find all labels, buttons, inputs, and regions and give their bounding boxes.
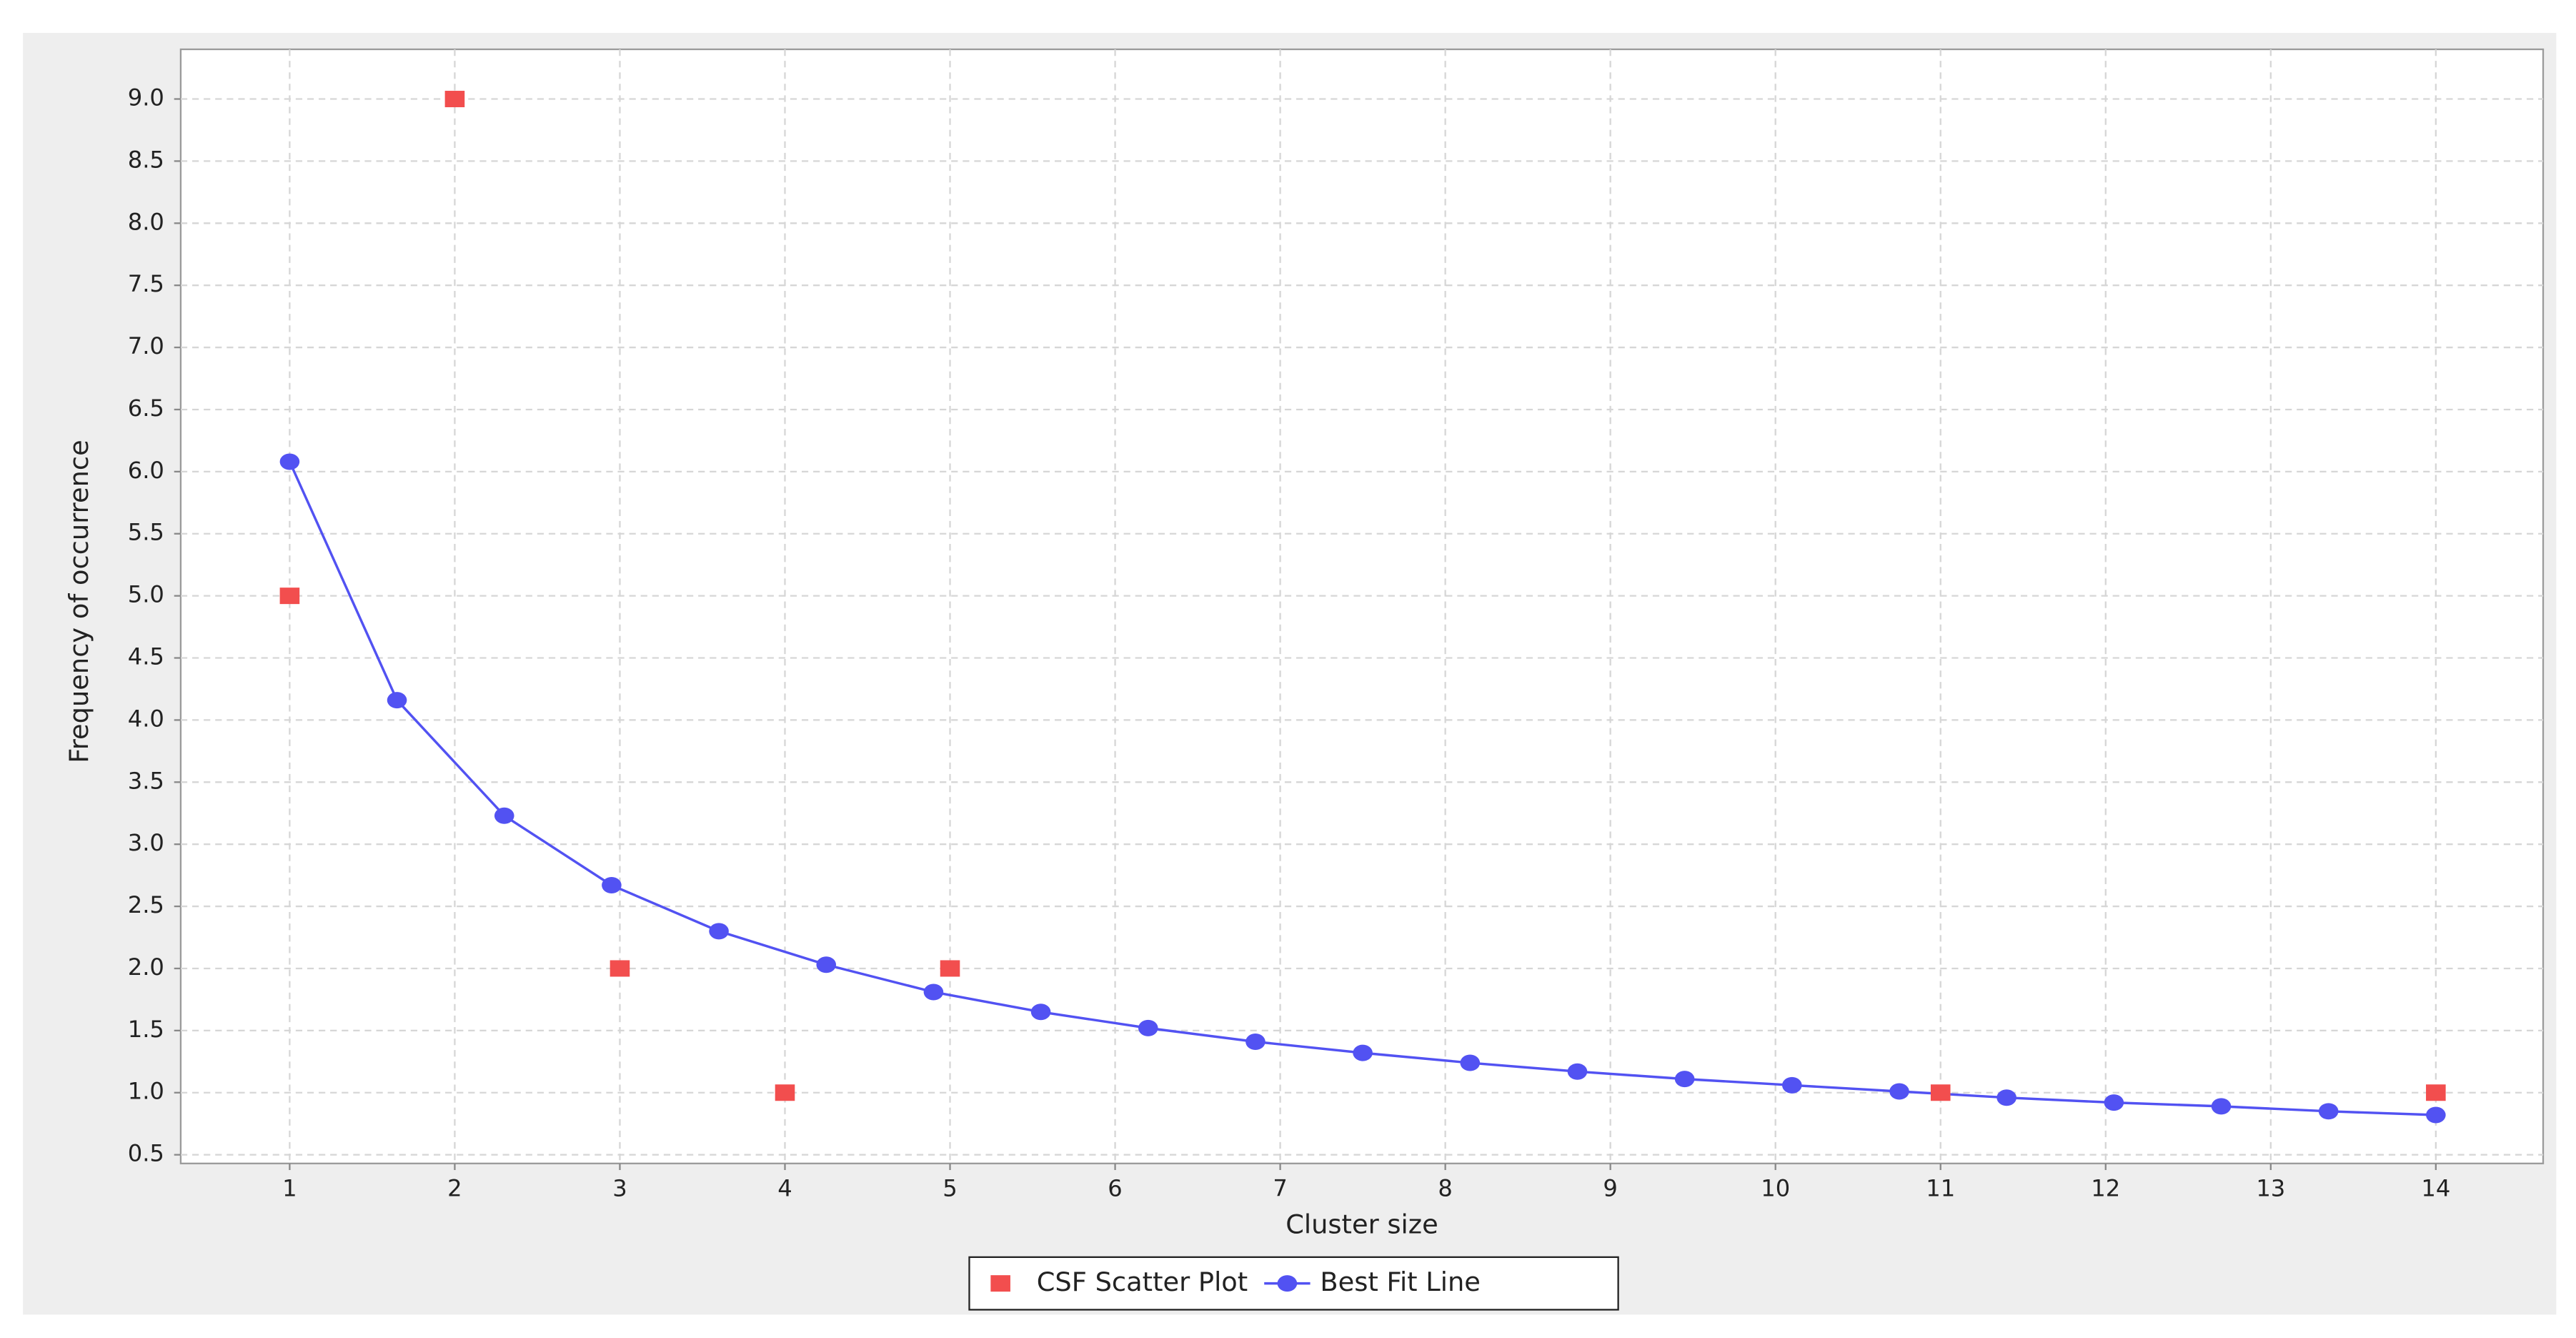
x-tick-label: 7 <box>1273 1175 1287 1202</box>
y-tick-label: 5.5 <box>128 519 164 546</box>
y-tick-label: 8.5 <box>128 146 164 173</box>
line-point <box>709 923 729 940</box>
y-tick-label: 1.5 <box>128 1016 164 1043</box>
line-point <box>279 453 300 470</box>
line-point <box>1030 1004 1051 1021</box>
y-axis-label: Frequency of occurrence <box>64 440 94 763</box>
y-tick-label: 5.0 <box>128 581 164 608</box>
line-point <box>2426 1106 2446 1124</box>
legend-label: CSF Scatter Plot <box>1037 1267 1248 1297</box>
scatter-point <box>2426 1084 2446 1101</box>
y-tick-label: 1.0 <box>128 1078 164 1105</box>
y-tick-label: 7.0 <box>128 332 164 360</box>
y-tick-label: 4.5 <box>128 643 164 670</box>
scatter-point <box>610 960 630 977</box>
y-tick-label: 2.5 <box>128 891 164 918</box>
x-tick-label: 8 <box>1438 1175 1452 1202</box>
line-point <box>1889 1083 1909 1100</box>
x-tick-label: 14 <box>2421 1175 2450 1202</box>
x-tick-label: 9 <box>1603 1175 1617 1202</box>
x-tick-label: 6 <box>1108 1175 1122 1202</box>
y-tick-label: 3.0 <box>128 829 164 856</box>
x-tick-label: 3 <box>612 1175 627 1202</box>
line-point <box>923 983 944 1001</box>
line-point <box>2211 1098 2232 1115</box>
y-tick-label: 6.5 <box>128 395 164 422</box>
line-point <box>1353 1044 1373 1061</box>
x-tick-label: 10 <box>1761 1175 1790 1202</box>
y-tick-label: 4.0 <box>128 705 164 732</box>
y-tick-label: 6.0 <box>128 457 164 484</box>
y-tick-label: 2.0 <box>128 953 164 981</box>
x-tick-label: 2 <box>447 1175 462 1202</box>
y-tick-label: 9.0 <box>128 84 164 112</box>
line-point <box>1245 1034 1265 1050</box>
line-point <box>1674 1071 1695 1088</box>
y-tick-label: 0.5 <box>128 1140 164 1167</box>
line-point <box>494 807 514 824</box>
line-point <box>2104 1094 2124 1111</box>
scatter-point <box>1930 1084 1951 1101</box>
y-tick-label: 8.0 <box>128 208 164 235</box>
scatter-point <box>279 588 300 605</box>
line-point <box>1567 1063 1588 1080</box>
x-axis-label: Cluster size <box>1285 1209 1438 1240</box>
x-tick-label: 12 <box>2091 1175 2120 1202</box>
line-point <box>602 877 622 894</box>
line-point <box>1996 1089 2016 1106</box>
x-tick-label: 5 <box>943 1175 957 1202</box>
line-point <box>2318 1103 2339 1120</box>
scatter-point <box>775 1084 795 1101</box>
x-tick-label: 13 <box>2256 1175 2285 1202</box>
scatter-point <box>940 960 960 977</box>
legend-marker <box>1277 1275 1298 1292</box>
line-point <box>816 956 837 973</box>
y-tick-label: 7.5 <box>128 270 164 297</box>
y-tick-label: 3.5 <box>128 767 164 794</box>
legend-marker <box>990 1275 1010 1292</box>
plot-area <box>179 48 2545 1164</box>
x-tick-label: 1 <box>282 1175 297 1202</box>
legend-label: Best Fit Line <box>1320 1267 1481 1297</box>
line-point <box>387 692 407 709</box>
line-point <box>1460 1054 1481 1071</box>
x-tick-label: 11 <box>1926 1175 1955 1202</box>
x-tick-label: 4 <box>777 1175 792 1202</box>
line-point <box>1782 1076 1802 1094</box>
scatter-point <box>444 91 465 108</box>
line-point <box>1138 1019 1158 1036</box>
